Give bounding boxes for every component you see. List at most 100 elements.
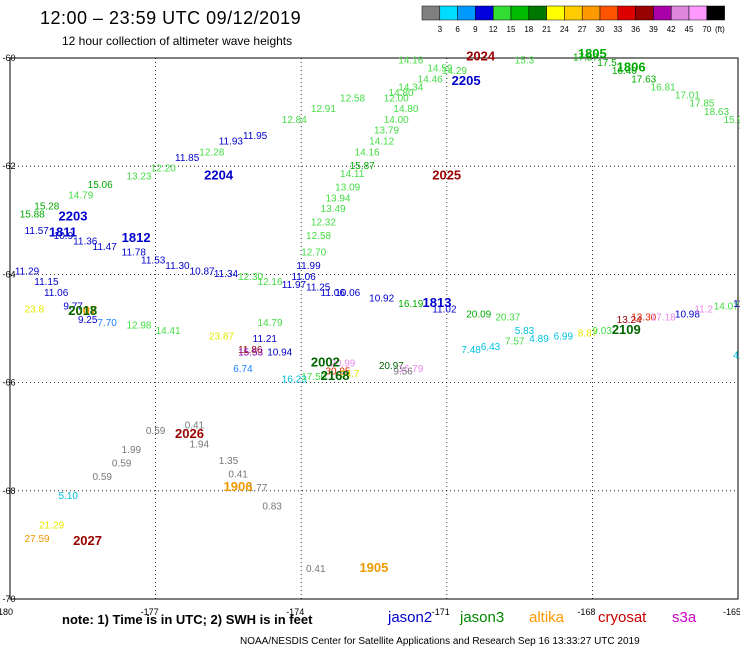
swh-point: 18.63 — [704, 107, 729, 118]
swh-point: 0.59 — [112, 458, 132, 469]
time-labels: 2024 1805 1806 2205 2204 2025 2203 1811 1812 1813… — [49, 46, 646, 575]
swh-point: 9.77 — [63, 302, 83, 313]
time-label: 2026 — [175, 426, 204, 441]
swh-point: 1.77 — [248, 483, 268, 494]
swh-point: 11.2 — [694, 304, 713, 315]
y-tick-label: -64 — [2, 269, 15, 279]
swh-point: 14.00 — [384, 115, 409, 126]
swh-point: 0.41 — [306, 564, 326, 575]
legend-s3a: s3a — [672, 609, 697, 626]
swh-point: 10.87 — [190, 266, 215, 277]
legend-altika: altika — [529, 609, 565, 626]
swh-point: 12.28 — [199, 147, 224, 158]
swh-point: 11.99 — [296, 261, 321, 272]
time-label: 1813 — [423, 295, 452, 310]
swh-point: 10.94 — [267, 348, 292, 359]
swh-point: 13.49 — [321, 204, 346, 215]
swh-point: 11.86 — [238, 345, 263, 356]
swh-point: 21.29 — [39, 521, 64, 532]
swh-point: 4.4 — [733, 350, 740, 361]
swh-point: 14.11 — [340, 169, 365, 180]
x-tick-label: -180 — [0, 607, 13, 617]
colorbar-label: 42 — [666, 25, 676, 34]
colorbar-swatch — [457, 5, 476, 21]
y-tick-label: -66 — [2, 378, 15, 388]
swh-point: 12.58 — [306, 231, 331, 242]
swh-point: 15.3 — [515, 55, 535, 66]
swh-point: 11.29 — [15, 266, 40, 277]
swh-point: 11.21 — [253, 334, 278, 345]
credit-line: NOAA/NESDIS Center for Satellite Applica… — [240, 636, 640, 647]
x-tick-label: -174 — [286, 607, 304, 617]
swh-point: 7.48 — [461, 345, 481, 356]
colorbar-swatch — [475, 5, 494, 21]
swh-point: 12.16 — [258, 277, 283, 288]
swh-point: 1.94 — [190, 440, 210, 451]
swh-point: 14.46 — [418, 74, 443, 85]
swh-point: 15.99 — [723, 115, 740, 126]
colorbar-label: 24 — [559, 25, 569, 34]
swh-point: 14.80 — [393, 104, 418, 115]
swh-point: 20.37 — [495, 312, 520, 323]
swh-point: 20.09 — [466, 310, 491, 321]
swh-point: 11.06 — [291, 272, 316, 283]
colorbar-swatch — [635, 5, 654, 21]
swh-point: 11.97 — [282, 280, 307, 291]
swh-point: 12.98 — [126, 321, 151, 332]
time-label: 2024 — [466, 49, 496, 64]
time-label: 1812 — [122, 230, 151, 245]
swh-point: 15.28 — [34, 201, 59, 212]
chart-subtitle: 12 hour collection of altimeter wave hei… — [62, 34, 293, 48]
swh-point: 6.99 — [554, 331, 574, 342]
colorbar-label: 30 — [595, 25, 605, 34]
swh-point: 14.12 — [369, 137, 394, 148]
time-label: 1906 — [224, 479, 253, 494]
swh-point: 20.99 — [330, 358, 355, 369]
time-label: 2203 — [59, 208, 88, 223]
swh-point: 0.41 — [228, 469, 248, 480]
swh-point: 11.78 — [122, 247, 147, 258]
colorbar-label: 27 — [577, 25, 587, 34]
swh-point: 14.41 — [156, 326, 181, 337]
swh-point: 15.06 — [88, 180, 113, 191]
legend-cryosat: cryosat — [598, 609, 647, 626]
swh-point: 13.24 — [617, 315, 642, 326]
swh-point: 11.85 — [175, 153, 200, 164]
time-label: 2007 — [68, 303, 97, 318]
y-tick-label: -62 — [2, 161, 15, 171]
time-label: 1805 — [578, 46, 607, 61]
swh-point: 20.97 — [379, 361, 404, 372]
swh-point: 27.59 — [25, 534, 50, 545]
swh-point: 13.23 — [126, 172, 151, 183]
y-tick-label: -68 — [2, 486, 15, 496]
colorbar-swatch — [439, 5, 458, 21]
colorbar-unit: (ft) — [715, 25, 725, 34]
swh-point: 12.30 — [238, 272, 263, 283]
colorbar-label: 12 — [488, 25, 498, 34]
time-label: 2204 — [204, 168, 234, 183]
colorbar-label: 9 — [473, 25, 478, 34]
time-label: 2168 — [321, 368, 350, 383]
swh-point: 14.59 — [427, 64, 452, 75]
swh-point: 17.63 — [631, 74, 656, 85]
colorbar — [421, 5, 725, 21]
swh-point: 4.89 — [529, 334, 549, 345]
swh-point: 11.47 — [93, 242, 118, 253]
colorbar-swatch — [670, 5, 690, 21]
swh-point: 15.53 — [238, 348, 263, 359]
swh-point: 13.09 — [335, 183, 360, 194]
swh-point: 9.56 — [393, 366, 413, 377]
swh-point: 11.95 — [243, 131, 268, 142]
swh-point: 0.59 — [93, 472, 113, 483]
swh-point: 12.58 — [340, 93, 365, 104]
swh-point: 11.57 — [25, 226, 50, 237]
swh-point: 12.91 — [311, 104, 336, 115]
swh-point: 11 — [733, 299, 740, 310]
swh-point: 17.01 — [675, 91, 700, 102]
colorbar-swatch — [706, 5, 725, 21]
legend-jason3: jason3 — [460, 609, 505, 626]
time-label: 2018 — [68, 303, 97, 318]
swh-point: 7.57 — [505, 337, 525, 348]
